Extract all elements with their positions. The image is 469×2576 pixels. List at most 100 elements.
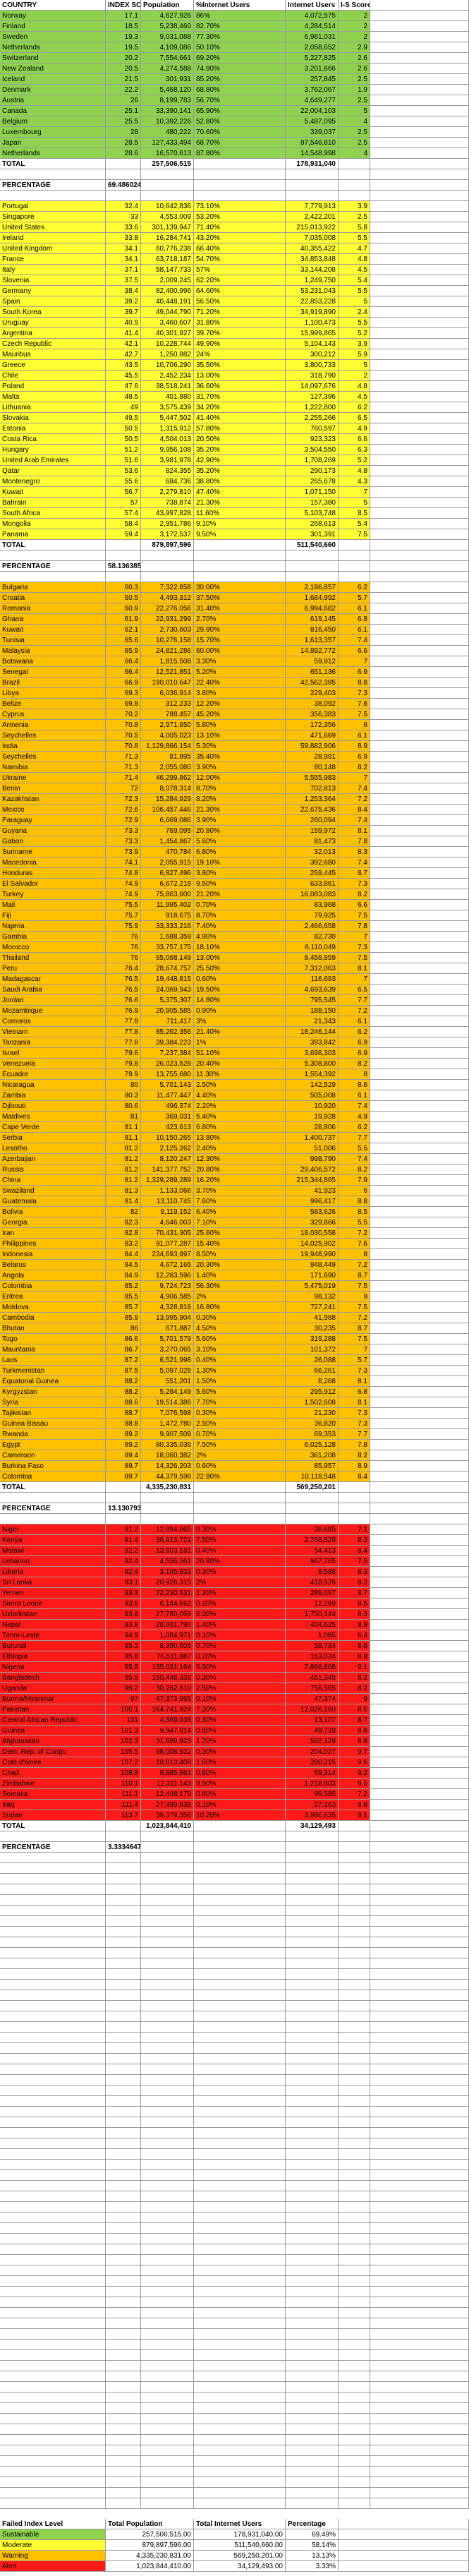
is-score-cell: 6 bbox=[339, 1186, 370, 1196]
is-score-cell: 7.2 bbox=[339, 794, 370, 805]
internet-pct-cell: 3.80% bbox=[194, 688, 286, 699]
population-cell: 4,627,926 bbox=[141, 11, 194, 21]
table-row: Ethiopia 95.8 76,511,887 0.20% 153,024 8.8 bbox=[0, 1651, 469, 1662]
country-cell: Mongolia bbox=[0, 519, 106, 529]
internet-users-header: Internet Users bbox=[286, 0, 339, 11]
country-cell: Fiji bbox=[0, 910, 106, 921]
index-score-cell: 105.5 bbox=[106, 1747, 141, 1757]
is-score-cell: 2.6 bbox=[339, 64, 370, 74]
empty-cell bbox=[370, 106, 469, 116]
empty-cell bbox=[370, 1429, 469, 1440]
internet-users-cell: 7,866,808 bbox=[286, 1662, 339, 1673]
internet-users-cell: 2,422,201 bbox=[286, 212, 339, 222]
population-cell: 6,521,998 bbox=[141, 1355, 194, 1366]
table-row: Estonia 50.5 1,315,912 57.80% 760,597 4.9 bbox=[0, 423, 469, 434]
internet-users-cell: 29,406,572 bbox=[286, 1164, 339, 1175]
internet-pct-cell: 21.20% bbox=[194, 889, 286, 900]
empty-cell bbox=[370, 762, 469, 773]
empty-cell bbox=[370, 963, 469, 974]
country-cell: Jordan bbox=[0, 995, 106, 1006]
empty-cell bbox=[286, 191, 339, 201]
country-cell: Zimbabwe bbox=[0, 1778, 106, 1789]
internet-pct-cell: 65.90% bbox=[194, 106, 286, 116]
country-cell: Saudi Arabia bbox=[0, 985, 106, 995]
internet-users-cell: 34,919,890 bbox=[286, 307, 339, 318]
index-score-cell: 71.4 bbox=[106, 773, 141, 783]
empty-cell bbox=[370, 593, 469, 603]
empty-cell bbox=[370, 275, 469, 286]
internet-pct-cell: 29.90% bbox=[194, 625, 286, 635]
internet-pct-cell: 2.50% bbox=[194, 1419, 286, 1429]
percentage-label: PERCENTAGE bbox=[0, 1503, 106, 1514]
internet-users-cell: 69,353 bbox=[286, 1429, 339, 1440]
empty-cell bbox=[194, 2276, 286, 2287]
table-row: Armenia 70.8 2,971,650 5.80% 172,356 6 bbox=[0, 720, 469, 730]
empty-cell bbox=[286, 2138, 339, 2149]
internet-pct-cell: 51.10% bbox=[194, 1048, 286, 1059]
country-cell: Turkey bbox=[0, 889, 106, 900]
empty-cell bbox=[194, 2191, 286, 2202]
table-row: Sierra Leone 93.6 6,144,562 0.20% 12,289 8.5 bbox=[0, 1599, 469, 1609]
is-score-cell: 9.1 bbox=[339, 1810, 370, 1821]
country-cell: Nigeria bbox=[0, 1662, 106, 1673]
empty-cell bbox=[194, 2498, 286, 2509]
empty-cell bbox=[194, 2138, 286, 2149]
empty-cell bbox=[286, 1831, 339, 1842]
is-score-cell: 6.1 bbox=[339, 625, 370, 635]
internet-pct-cell: 0.50% bbox=[194, 1726, 286, 1736]
table-row: Jordan 76.6 5,375,307 14.80% 795,545 7.7 bbox=[0, 995, 469, 1006]
empty-cell bbox=[141, 2488, 194, 2498]
country-cell: Cote d'Ivoire bbox=[0, 1757, 106, 1768]
empty-cell bbox=[286, 2149, 339, 2160]
blank-row bbox=[0, 1969, 469, 1980]
internet-users-cell: 27,163 bbox=[286, 1800, 339, 1810]
empty-cell bbox=[370, 1662, 469, 1673]
population-cell: 27,499,638 bbox=[141, 1800, 194, 1810]
population-cell: 738,874 bbox=[141, 498, 194, 508]
empty-cell bbox=[370, 1101, 469, 1112]
empty-cell bbox=[141, 2361, 194, 2371]
table-row: Belgium 25.5 10,392,226 52.80% 5,487,095 4 bbox=[0, 116, 469, 127]
empty-cell bbox=[370, 1249, 469, 1260]
empty-cell bbox=[370, 148, 469, 159]
blank-row bbox=[0, 2340, 469, 2350]
internet-pct-cell: 66.40% bbox=[194, 243, 286, 254]
empty-cell bbox=[370, 646, 469, 656]
population-cell: 10,706,290 bbox=[141, 360, 194, 371]
empty-cell bbox=[370, 296, 469, 307]
population-cell: 824,355 bbox=[141, 466, 194, 476]
empty-cell bbox=[339, 1853, 370, 1863]
internet-users-cell: 81,473 bbox=[286, 836, 339, 847]
population-cell: 8,390,505 bbox=[141, 1641, 194, 1651]
empty-cell bbox=[141, 1514, 194, 1524]
country-cell: Burma/Myanmar bbox=[0, 1694, 106, 1704]
internet-pct-cell: 0.30% bbox=[194, 1524, 286, 1535]
table-row: Liberia 92.4 3,195,931 0.30% 9,588 8.3 bbox=[0, 1567, 469, 1577]
internet-pct-cell: 25.60% bbox=[194, 1228, 286, 1239]
internet-pct-cell: 4.90% bbox=[194, 932, 286, 942]
country-cell: Afghanistan bbox=[0, 1736, 106, 1747]
blank-row bbox=[0, 2435, 469, 2445]
internet-users-cell: 41,988 bbox=[286, 1313, 339, 1323]
index-score-cell: 28 bbox=[106, 127, 141, 138]
internet-pct-cell: 18.10% bbox=[194, 942, 286, 953]
blank-row bbox=[0, 1863, 469, 1874]
empty-cell bbox=[286, 2287, 339, 2297]
is-score-cell: 5.4 bbox=[339, 275, 370, 286]
country-cell: Nicaragua bbox=[0, 1080, 106, 1090]
is-score-cell: 7 bbox=[339, 487, 370, 498]
blank-row bbox=[0, 1884, 469, 1895]
blank-row bbox=[0, 2329, 469, 2340]
country-cell: Ethiopia bbox=[0, 1651, 106, 1662]
internet-pct-cell: 77.30% bbox=[194, 32, 286, 42]
empty-cell bbox=[0, 1980, 106, 1990]
empty-cell bbox=[370, 1090, 469, 1101]
empty-cell bbox=[141, 2244, 194, 2255]
empty-cell bbox=[286, 2403, 339, 2414]
table-row: Ecuador 79.9 13,755,680 11.30% 1,554,392 8 bbox=[0, 1069, 469, 1080]
empty-cell bbox=[286, 1927, 339, 1937]
internet-users-cell: 127,396 bbox=[286, 392, 339, 402]
empty-cell bbox=[106, 2064, 141, 2075]
empty-cell bbox=[339, 572, 370, 582]
